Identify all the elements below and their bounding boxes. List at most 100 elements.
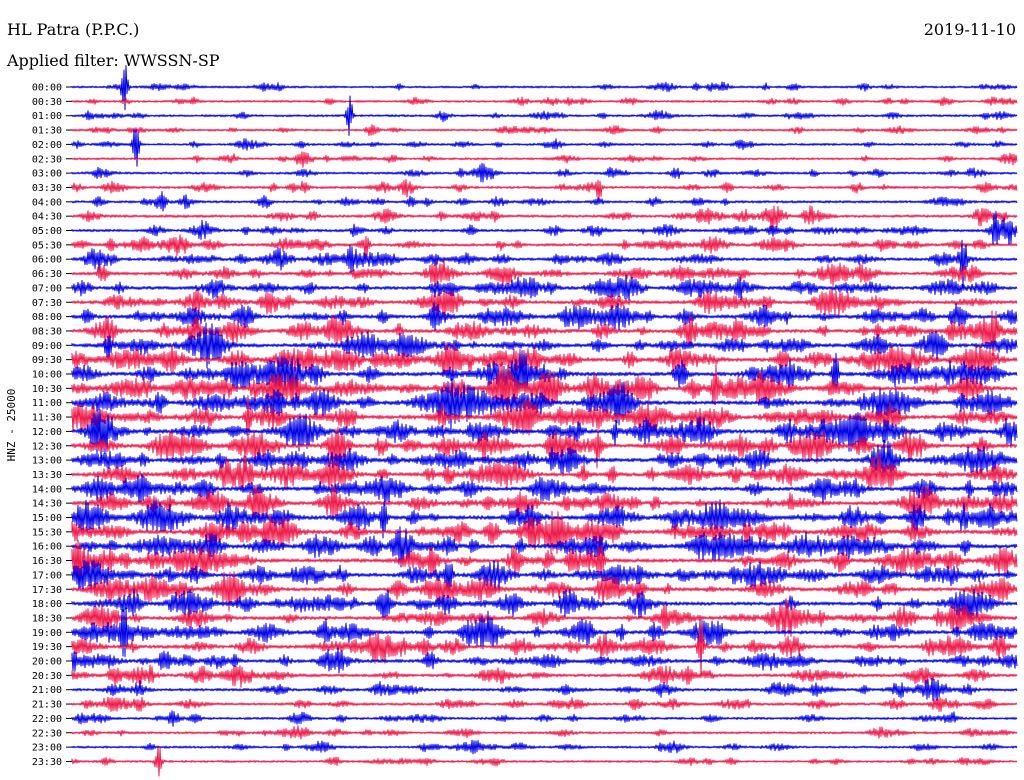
trace-row	[71, 725, 1018, 740]
time-label: 07:00	[32, 283, 62, 294]
trace-row	[71, 426, 1018, 469]
date-label: 2019-11-10	[923, 20, 1016, 39]
time-label: 22:30	[32, 728, 62, 739]
time-label: 00:30	[32, 97, 62, 108]
trace-row	[71, 588, 1018, 621]
trace-row	[71, 484, 1018, 520]
channel-label: HNZ - 25000	[5, 389, 18, 462]
station-title: HL Patra (P.P.C.)	[7, 20, 140, 39]
trace-row	[71, 499, 1018, 539]
time-label: 00:00	[32, 83, 62, 94]
time-label: 08:30	[32, 326, 62, 337]
time-label: 05:30	[32, 240, 62, 251]
trace-row	[71, 607, 1018, 658]
time-label: 09:30	[32, 355, 62, 366]
trace-row	[71, 350, 1018, 394]
trace-row	[71, 274, 1018, 301]
time-label: 14:00	[32, 484, 62, 495]
trace-row	[71, 696, 1018, 712]
time-label: 02:00	[32, 140, 62, 151]
trace-row	[71, 647, 1018, 674]
trace-row	[71, 746, 1018, 777]
trace-row	[71, 239, 1018, 288]
trace-row	[71, 322, 1018, 369]
time-label: 22:00	[32, 714, 62, 725]
time-label: 16:00	[32, 542, 62, 553]
time-label: 10:00	[32, 370, 62, 381]
time-label: 11:00	[32, 398, 62, 409]
trace-row	[71, 526, 1018, 568]
time-label: 08:00	[32, 312, 62, 323]
time-label: 03:30	[32, 183, 62, 194]
time-label: 09:00	[32, 341, 62, 352]
time-label: 15:30	[32, 527, 62, 538]
time-label: 21:30	[32, 700, 62, 711]
time-label: 01:00	[32, 111, 62, 122]
trace-row	[71, 473, 1018, 507]
time-label: 02:30	[32, 154, 62, 165]
trace-row	[71, 124, 1018, 136]
trace-row	[71, 559, 1018, 594]
trace-row	[71, 95, 1018, 136]
time-label: 11:30	[32, 413, 62, 424]
time-label: 06:00	[32, 255, 62, 266]
trace-row	[71, 210, 1018, 246]
trace-row	[71, 234, 1018, 259]
time-label: 20:30	[32, 671, 62, 682]
trace-row	[71, 710, 1018, 727]
time-label: 06:30	[32, 269, 62, 280]
filter-name: WWSSN-SP	[123, 51, 220, 70]
time-label: 04:00	[32, 197, 62, 208]
time-label: 20:00	[32, 657, 62, 668]
trace-row	[71, 151, 1018, 168]
trace-row	[71, 342, 1018, 377]
trace-row	[71, 205, 1018, 231]
time-label: 15:00	[32, 513, 62, 524]
time-label: 10:30	[32, 384, 62, 395]
time-label: 19:00	[32, 628, 62, 639]
time-label: 07:30	[32, 298, 62, 309]
time-label: 18:30	[32, 613, 62, 624]
time-label: 13:30	[32, 470, 62, 481]
time-label: 23:30	[32, 757, 62, 768]
time-label: 23:00	[32, 743, 62, 754]
trace-row	[71, 409, 1018, 459]
trace-row	[71, 620, 1018, 677]
time-label: 19:30	[32, 642, 62, 653]
time-label: 17:30	[32, 585, 62, 596]
trace-row	[71, 302, 1018, 331]
time-label: 03:00	[32, 169, 62, 180]
trace-row	[71, 178, 1018, 200]
trace-row	[71, 65, 1018, 111]
trace-row	[71, 439, 1018, 475]
trace-row	[71, 129, 1018, 167]
trace-row	[71, 539, 1018, 583]
time-label: 18:00	[32, 599, 62, 610]
time-label: 12:00	[32, 427, 62, 438]
trace-row	[71, 288, 1018, 317]
trace-row	[71, 452, 1018, 492]
trace-row	[71, 96, 1018, 107]
trace-row	[71, 739, 1018, 755]
time-label: 14:30	[32, 499, 62, 510]
trace-row	[71, 510, 1018, 554]
time-label: 04:30	[32, 212, 62, 223]
trace-row	[71, 378, 1018, 430]
trace-row	[71, 162, 1018, 183]
filter-label: Applied filter: WWSSN-SP	[7, 51, 220, 70]
trace-row	[71, 191, 1018, 212]
trace-row	[71, 677, 1018, 702]
time-label: 16:30	[32, 556, 62, 567]
trace-row	[71, 598, 1018, 637]
trace-row	[71, 395, 1018, 436]
trace-row	[71, 664, 1018, 688]
trace-row	[71, 571, 1018, 612]
trace-row	[71, 361, 1018, 411]
time-label: 12:30	[32, 441, 62, 452]
time-label: 13:00	[32, 456, 62, 467]
trace-row	[71, 259, 1018, 287]
time-label: 05:00	[32, 226, 62, 237]
filter-prefix: Applied filter:	[7, 51, 124, 70]
